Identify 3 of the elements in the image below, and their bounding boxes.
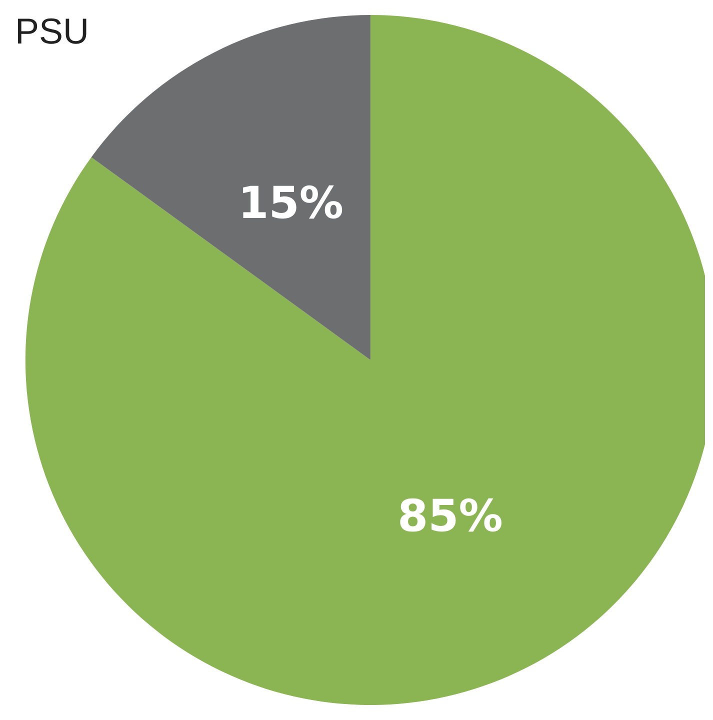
data-label: 85%	[397, 490, 503, 542]
chart-title: PSU	[15, 10, 90, 52]
data-label: 15%	[238, 178, 344, 230]
